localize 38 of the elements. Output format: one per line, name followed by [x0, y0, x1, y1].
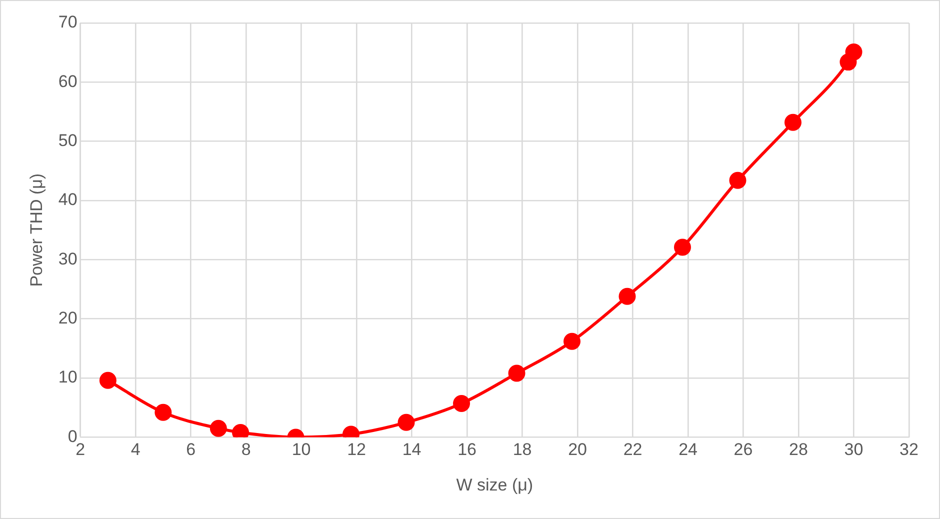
point: [99, 372, 116, 389]
y-tick-label: 70: [58, 12, 78, 32]
point: [453, 394, 470, 412]
point: [398, 414, 415, 431]
x-tick-label: 4: [130, 440, 140, 460]
x-tick-label: 2: [76, 440, 86, 460]
point: [210, 420, 227, 437]
x-tick-label: 18: [512, 440, 532, 460]
point: [674, 238, 691, 256]
x-tick-label: 16: [458, 440, 476, 460]
y-tick-label: 0: [68, 426, 78, 446]
x-tick-label: 6: [186, 440, 196, 460]
y-tick-label: 40: [58, 190, 78, 210]
y-tick-label: 20: [58, 308, 78, 328]
y-tick-label: 30: [58, 249, 78, 268]
x-tick-label: 28: [789, 440, 808, 460]
point: [154, 404, 172, 421]
y-tick-label: 10: [58, 368, 78, 387]
y-tick-label: 60: [58, 72, 78, 91]
x-tick-label: 22: [623, 440, 642, 460]
x-tick-label: 26: [734, 440, 753, 460]
x-tick-label: 14: [402, 440, 422, 460]
point: [564, 332, 580, 350]
x-tick-label: 20: [568, 440, 587, 460]
x-tick-label: 10: [292, 440, 311, 460]
x-tick-label: 30: [844, 440, 864, 460]
point: [784, 114, 802, 131]
y-axis-title: Power THD (μ): [26, 173, 46, 287]
y-tick-label: 50: [58, 131, 78, 150]
x-tick-label: 12: [347, 440, 366, 460]
point: [729, 172, 746, 189]
x-tick-label: 8: [241, 440, 251, 460]
x-tick-label: 32: [900, 440, 918, 460]
point: [508, 364, 526, 382]
point: [845, 43, 862, 60]
point: [618, 288, 636, 305]
x-tick-label: 24: [678, 440, 698, 460]
x-axis-title: W size (μ): [456, 475, 534, 494]
